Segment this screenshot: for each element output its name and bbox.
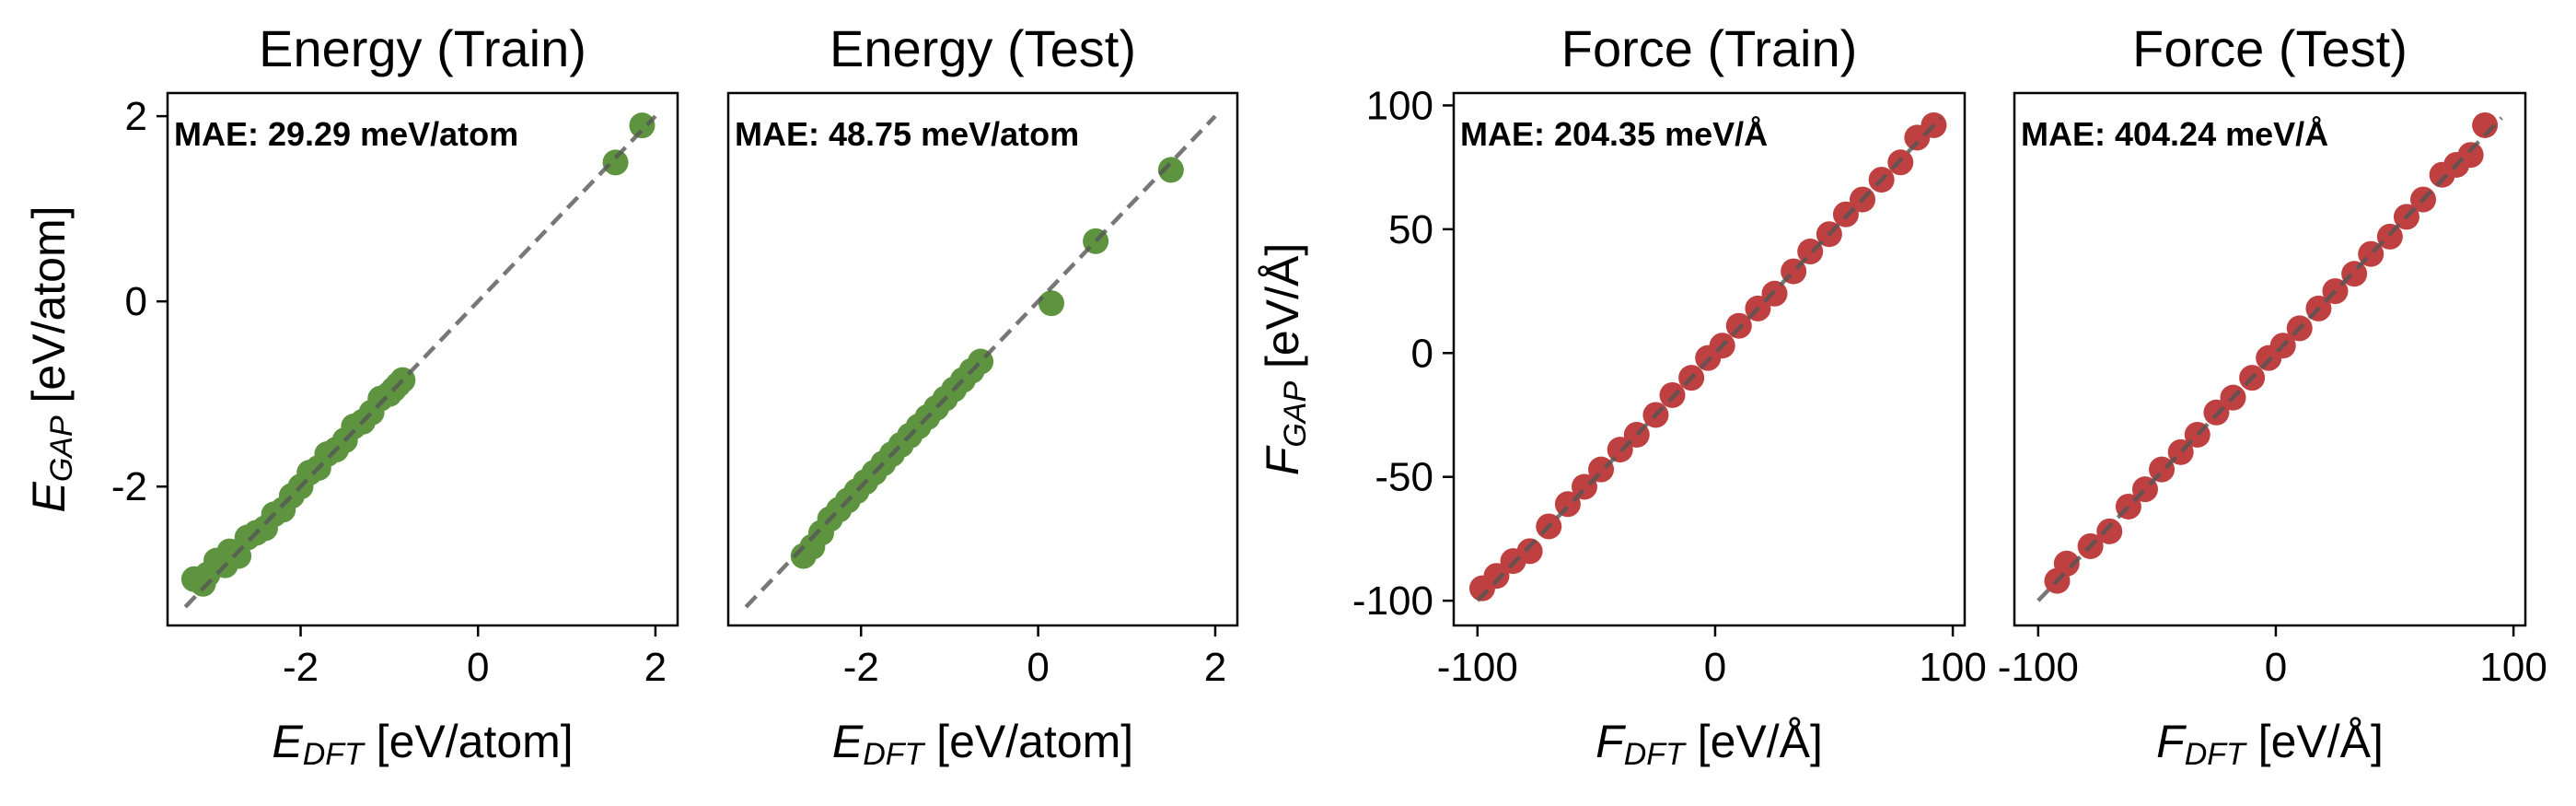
panel-title: Force (Test) [2132, 19, 2408, 77]
panel-frame [166, 91, 679, 627]
data-point [2457, 142, 2484, 169]
mae-annotation: MAE: 48.75 meV/atom [735, 115, 1079, 153]
y-tick-label: -100 [1352, 578, 1433, 624]
panel-frame [1452, 91, 1967, 627]
y-tick-label: 0 [125, 279, 147, 324]
x-tick-label: 0 [1704, 645, 1726, 690]
panel-force-test: Force (Test) MAE: 404.24 meV/Å -100 0 100 FD… [1998, 19, 2547, 772]
y-tick-label: 2 [125, 94, 147, 139]
y-axis-label: EGAP [eV/atom] [23, 205, 79, 512]
x-axis-label: EDFT [eV/atom] [272, 716, 573, 772]
y-axis-label: FGAP [eV/Å] [1257, 243, 1313, 475]
y-tick-label: -2 [111, 464, 147, 509]
data-point [1157, 157, 1184, 183]
identity-line [2036, 116, 2503, 602]
y-tick-label: 50 [1388, 207, 1433, 252]
x-axis-label: FDFT [eV/Å] [1595, 716, 1823, 772]
points-layer [1468, 111, 1947, 602]
data-point [2053, 550, 2080, 577]
data-point [602, 149, 629, 176]
panel-frame [726, 91, 1239, 627]
x-tick-label: 100 [2479, 645, 2547, 690]
points-layer [2044, 111, 2499, 594]
panel-frame [2013, 91, 2527, 627]
panel-energy-test: Energy (Test) MAE: 48.75 meV/atom -2 0 2 EDF… [726, 19, 1239, 772]
x-tick-label: 2 [644, 645, 667, 690]
data-point [2472, 111, 2499, 138]
x-tick-label: 2 [1204, 645, 1226, 690]
x-axis-label: FDFT [eV/Å] [2156, 716, 2384, 772]
data-point [2096, 518, 2123, 544]
x-tick-label: 0 [2265, 645, 2287, 690]
x-axis-label: EDFT [eV/atom] [832, 716, 1133, 772]
mae-annotation: MAE: 404.24 meV/Å [2021, 115, 2328, 153]
identity-line [183, 114, 657, 609]
y-tick-label: -50 [1375, 455, 1433, 500]
x-tick-label: -100 [1998, 645, 2079, 690]
data-point [1483, 563, 1510, 590]
x-tick-label: 0 [1027, 645, 1049, 690]
x-tick-label: 100 [1919, 645, 1986, 690]
y-tick-label: 100 [1366, 83, 1433, 128]
panel-title: Energy (Test) [830, 19, 1136, 77]
y-tick-label: 0 [1411, 331, 1433, 376]
panel-title: Force (Train) [1561, 19, 1858, 77]
data-point [629, 112, 656, 139]
mae-annotation: MAE: 29.29 meV/atom [174, 115, 518, 153]
points-layer [180, 112, 656, 597]
panel-energy-train: Energy (Train) MAE: 29.29 meV/atom -2 0 2 -2… [23, 19, 679, 772]
panel-force-train: Force (Train) MAE: 204.35 meV/Å -100 0 100 -… [1257, 19, 1987, 772]
identity-line [1476, 116, 1943, 602]
x-tick-label: 0 [467, 645, 489, 690]
data-point [1039, 290, 1065, 317]
x-tick-label: -2 [843, 645, 879, 690]
x-tick-label: -2 [283, 645, 319, 690]
x-tick-label: -100 [1437, 645, 1518, 690]
panel-title: Energy (Train) [259, 19, 586, 77]
data-point [1516, 538, 1543, 565]
identity-line [744, 114, 1217, 609]
points-layer [790, 157, 1184, 569]
mae-annotation: MAE: 204.35 meV/Å [1460, 115, 1768, 153]
